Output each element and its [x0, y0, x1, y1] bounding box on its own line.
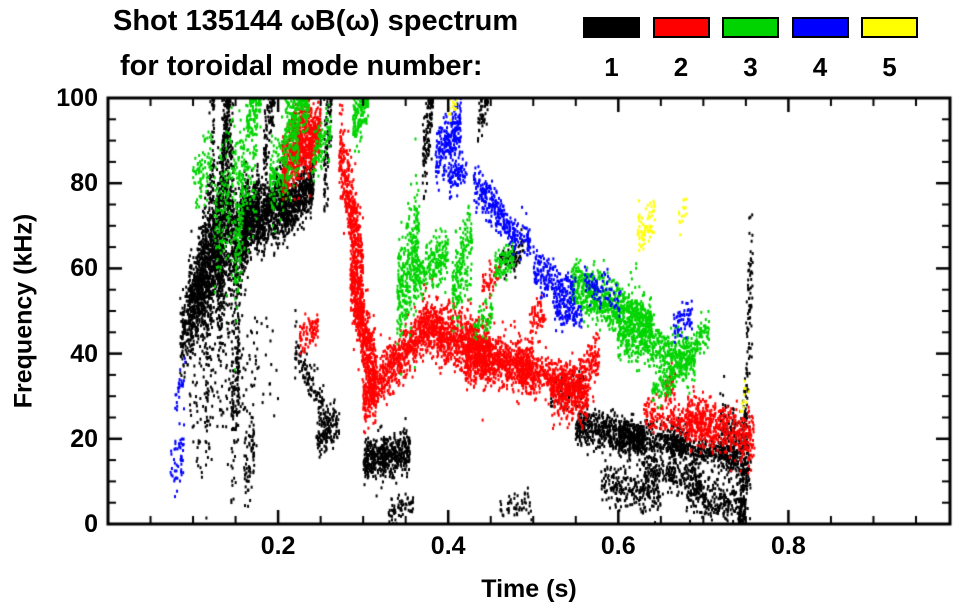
legend-swatch-n1 — [583, 17, 640, 38]
x-tick-label-0.8: 0.8 — [771, 532, 806, 560]
x-tick-label-0.2: 0.2 — [260, 532, 296, 560]
x-tick-label-0.4: 0.4 — [430, 532, 466, 560]
legend-label-n3: 3 — [743, 52, 758, 82]
x-tick-label-0.6: 0.6 — [600, 532, 636, 560]
legend-swatch-n5 — [861, 17, 918, 38]
legend-swatch-n4 — [791, 17, 849, 38]
y-tick-label-100: 100 — [56, 84, 98, 112]
legend-label-n5: 5 — [882, 52, 897, 82]
legend-swatch-n2 — [652, 17, 710, 38]
legend-label-n2: 2 — [673, 52, 689, 82]
y-axis-title: Frequency (kHz) — [9, 213, 38, 409]
legend-swatch-n3 — [722, 17, 779, 38]
y-tick-label-40: 40 — [70, 339, 98, 368]
legend-label-n1: 1 — [604, 52, 619, 82]
chart-subtitle: for toroidal mode number: — [120, 50, 483, 82]
x-axis-title: Time (s) — [481, 575, 577, 603]
y-tick-label-60: 60 — [70, 254, 98, 283]
y-tick-label-80: 80 — [70, 169, 98, 198]
legend-label-n4: 4 — [812, 52, 828, 82]
chart-title: Shot 135144 ωB(ω) spectrum — [113, 5, 519, 37]
y-tick-label-20: 20 — [70, 424, 98, 453]
y-tick-label-0: 0 — [84, 510, 98, 538]
